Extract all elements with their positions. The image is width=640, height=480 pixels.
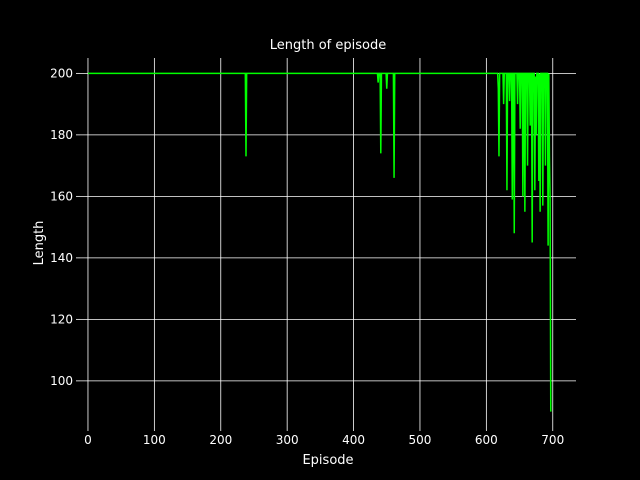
- x-tick-label: 400: [342, 433, 365, 447]
- y-tick-label: 200: [50, 66, 73, 80]
- x-tick-label: 600: [475, 433, 498, 447]
- x-tick-label: 700: [541, 433, 564, 447]
- y-axis-label: Length: [32, 221, 47, 266]
- x-tick-label: 200: [209, 433, 232, 447]
- y-tick-label: 160: [50, 189, 73, 203]
- x-axis-label: Episode: [302, 453, 353, 468]
- x-tick-label: 100: [143, 433, 166, 447]
- series-line: [87, 72, 552, 412]
- series-layer: [87, 72, 552, 412]
- chart-title: Length of episode: [270, 38, 386, 53]
- y-tick-label: 100: [50, 374, 73, 388]
- y-tick-label: 120: [50, 312, 73, 326]
- y-tick-label: 180: [50, 128, 73, 142]
- x-tick-label: 0: [84, 433, 92, 447]
- x-tick-label: 300: [276, 433, 299, 447]
- axes: 0 100 200 300 400 500 600 700 100 120 140 160 180 200: [50, 66, 564, 447]
- x-tick-label: 500: [409, 433, 432, 447]
- y-tick-label: 140: [50, 251, 73, 265]
